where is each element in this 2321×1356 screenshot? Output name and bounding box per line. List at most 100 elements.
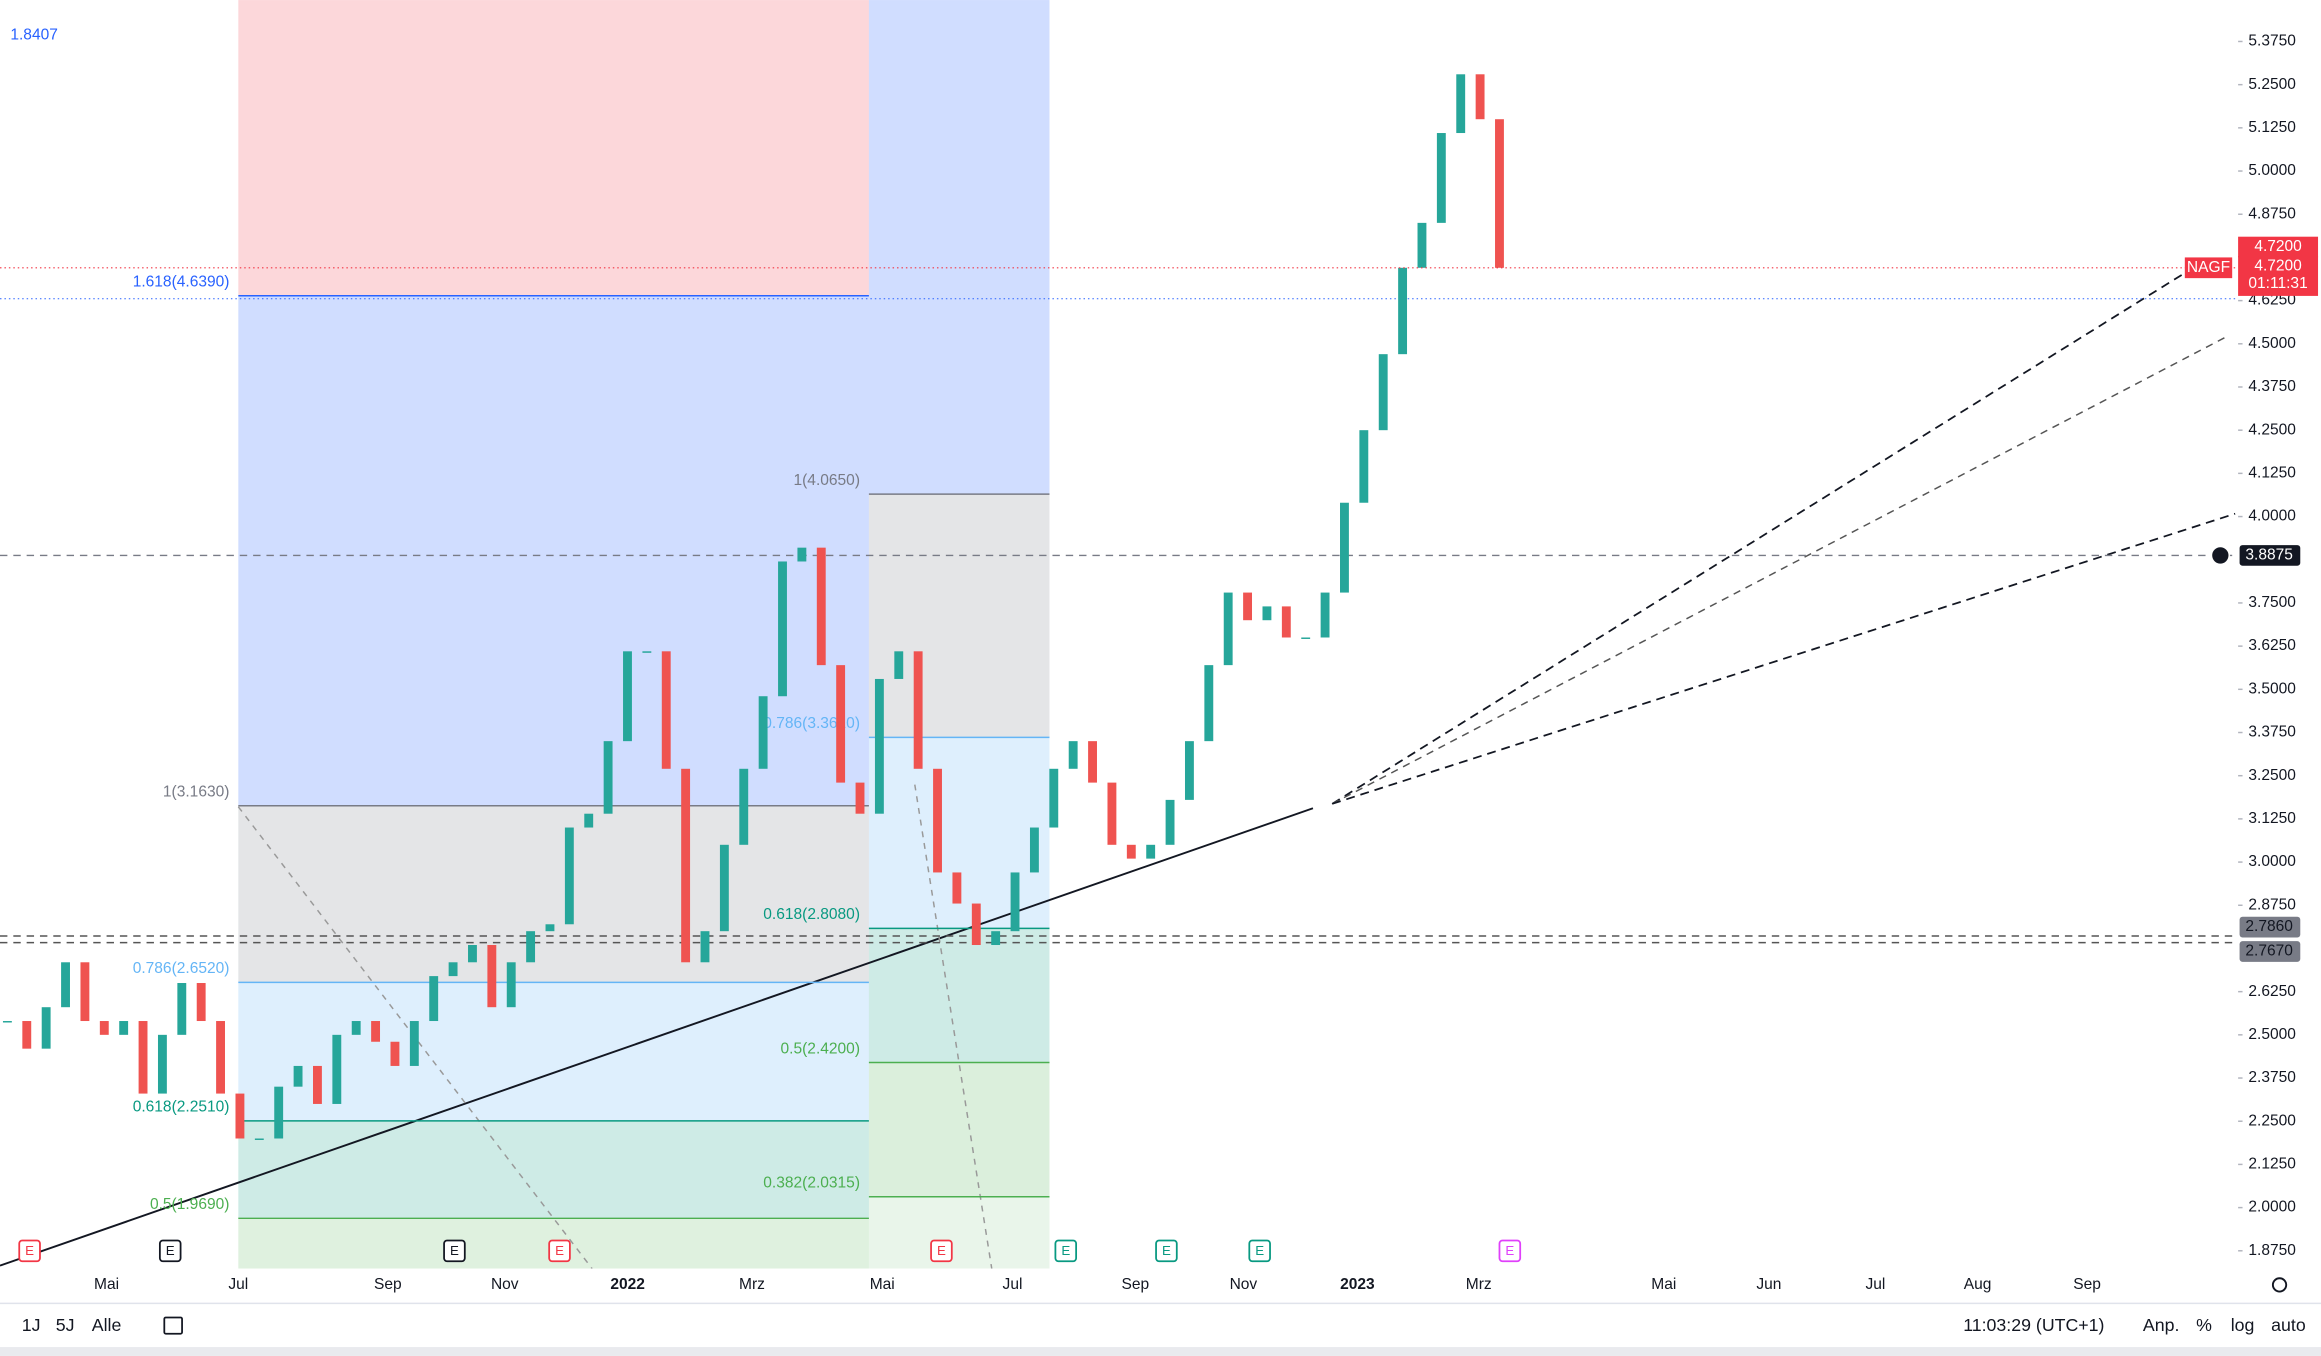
candle	[1378, 354, 1388, 431]
candle	[564, 827, 574, 925]
earnings-label: E	[555, 1243, 564, 1258]
earnings-label: E	[450, 1243, 459, 1258]
y-tick-label: 3.5000	[2248, 680, 2296, 697]
price-label: 3.8875	[2245, 547, 2293, 564]
candle	[1495, 119, 1504, 268]
y-tick-label: 5.2500	[2248, 76, 2296, 93]
earnings-marker[interactable]	[1248, 1239, 1271, 1263]
range-button[interactable]: Alle	[92, 1315, 122, 1335]
earnings-label: E	[1505, 1243, 1514, 1258]
earnings-marker[interactable]	[1498, 1239, 1522, 1263]
x-tick-label: 2022	[610, 1276, 645, 1293]
earnings-marker[interactable]	[1054, 1239, 1078, 1263]
fib-zone	[238, 0, 869, 296]
candle	[739, 768, 749, 845]
scale-option[interactable]: Anp.	[2143, 1315, 2180, 1335]
candle	[971, 903, 981, 946]
candle	[332, 1034, 342, 1104]
fib-label: 1(3.1630)	[163, 784, 230, 801]
candle	[371, 1021, 381, 1042]
alert-label: 4.7200	[2254, 238, 2302, 255]
trendline	[0, 807, 1314, 1267]
range-button[interactable]: 5J	[56, 1315, 75, 1335]
candle	[1088, 741, 1097, 783]
calendar-icon[interactable]	[163, 1316, 183, 1335]
candle	[1223, 592, 1233, 666]
candle	[254, 1138, 264, 1140]
fib-zone	[868, 1062, 1050, 1197]
y-tick-label: 4.6250	[2248, 292, 2296, 309]
candle	[177, 983, 187, 1035]
candle	[1243, 592, 1253, 621]
fib-label: 0.382(2.0315)	[763, 1175, 860, 1192]
earnings-marker[interactable]	[930, 1239, 953, 1263]
candle	[2, 1021, 12, 1023]
trendline-dashed	[1331, 512, 2236, 805]
y-tick-label: 2.6250	[2248, 983, 2296, 1000]
x-tick-label: Sep	[1122, 1276, 1150, 1293]
price-label-bg	[2239, 916, 2301, 938]
candle	[313, 1065, 322, 1104]
earnings-label: E	[1162, 1243, 1171, 1258]
settings-icon[interactable]	[2271, 1277, 2288, 1293]
candle	[61, 962, 70, 1008]
candle	[1184, 741, 1194, 800]
y-tick-label: 4.3750	[2248, 378, 2296, 395]
fib-zone	[868, 494, 1050, 738]
fib-label: 0.5(1.9690)	[150, 1196, 229, 1213]
earnings-marker[interactable]	[18, 1239, 41, 1263]
candle	[1126, 844, 1136, 859]
countdown-label: 01:11:31	[2248, 275, 2307, 292]
fib-label: 0.786(2.6520)	[133, 960, 230, 977]
symbol-tag-bg	[2184, 257, 2233, 279]
plot-layer: 1.618(4.6390) 1(3.1630) 0.786(2.6520) 0.618…	[0, 74, 2239, 1270]
price-label: 2.7670	[2245, 943, 2293, 960]
candle	[1417, 222, 1427, 268]
y-tick-label: 3.0000	[2248, 853, 2296, 870]
x-tick-label: Mrz	[1466, 1276, 1492, 1293]
scale-option[interactable]: %	[2196, 1315, 2212, 1335]
crosshair-icon[interactable]	[2210, 545, 2230, 566]
fib-zone	[238, 982, 869, 1121]
candle	[623, 651, 632, 742]
trendline-dashed	[1331, 273, 2184, 805]
candle	[216, 1021, 225, 1094]
price-axis	[2238, 0, 2321, 1303]
y-tick-label: 2.5000	[2248, 1026, 2296, 1043]
candle	[1475, 74, 1485, 120]
y-tick-label: 2.8750	[2248, 896, 2296, 913]
x-tick-label: Jul	[228, 1276, 248, 1293]
range-button[interactable]: 1J	[22, 1315, 41, 1335]
earnings-marker[interactable]	[443, 1239, 466, 1263]
candle	[119, 1021, 129, 1035]
earnings-marker[interactable]	[548, 1239, 571, 1263]
scale-option[interactable]: log	[2231, 1315, 2255, 1335]
fib-label: 0.618(2.8080)	[763, 906, 860, 923]
y-tick-label: 3.7500	[2248, 594, 2296, 611]
candle	[855, 782, 865, 814]
candle	[758, 696, 768, 769]
price-label-bg	[2239, 545, 2301, 566]
candle	[1204, 665, 1214, 742]
candle	[1165, 799, 1175, 845]
trendline-dashed	[1331, 335, 2229, 805]
x-tick-label: Nov	[491, 1276, 519, 1293]
symbol-tag: NAGF	[2187, 259, 2230, 276]
scale-option[interactable]: auto	[2271, 1315, 2306, 1335]
price-label: 2.7860	[2245, 918, 2293, 935]
candle	[816, 547, 826, 666]
candle	[506, 962, 516, 1008]
fib-zone	[868, 928, 1050, 1063]
last-price-bg	[2238, 255, 2319, 296]
earnings-marker[interactable]	[158, 1239, 182, 1263]
earnings-label: E	[1061, 1243, 1070, 1258]
fib-label: 0.5(2.4200)	[781, 1040, 860, 1057]
earnings-marker[interactable]	[1155, 1239, 1178, 1263]
x-tick-label: Mai	[1651, 1276, 1676, 1293]
candle	[642, 651, 652, 653]
candle	[22, 1021, 32, 1049]
background-layer	[238, 0, 1050, 1269]
candle	[874, 678, 884, 814]
y-tick-label: 5.1250	[2248, 119, 2296, 136]
y-tick-label: 2.0000	[2248, 1199, 2296, 1216]
